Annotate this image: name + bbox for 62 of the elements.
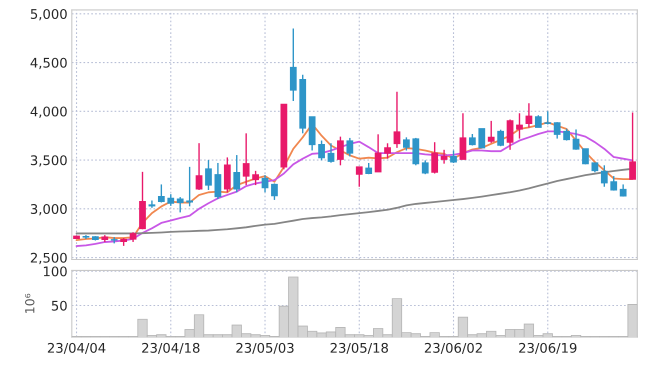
candlestick <box>431 142 438 174</box>
candlestick <box>488 120 495 144</box>
candlestick <box>440 149 448 164</box>
candlestick <box>384 142 391 160</box>
y-tick-label: 3,500 <box>30 155 67 167</box>
candlestick <box>328 142 334 164</box>
candlestick <box>242 132 250 186</box>
candlestick <box>158 184 165 204</box>
candlestick <box>337 136 344 166</box>
x-tick-label: 23/06/02 <box>424 342 482 354</box>
candlestick <box>130 232 136 243</box>
candlestick <box>252 170 259 186</box>
candlestick <box>271 182 278 201</box>
candlestick <box>620 184 627 198</box>
candlestick <box>422 160 429 175</box>
candlestick <box>450 150 457 164</box>
candlestick <box>403 136 410 152</box>
candlestick <box>554 121 561 140</box>
y-tick-label: 5,000 <box>30 9 67 20</box>
candlestick <box>346 137 354 158</box>
candlestick <box>394 91 400 149</box>
y-tick-label: 100 <box>44 266 67 276</box>
candlestick <box>526 102 532 128</box>
candlestick <box>544 110 552 126</box>
candlestick <box>629 112 636 180</box>
candlestick <box>506 118 514 150</box>
candlestick <box>534 114 542 128</box>
y-tick-label: 4,500 <box>30 58 67 70</box>
candlestick <box>563 128 570 142</box>
candlestick <box>262 174 268 194</box>
x-tick-label: 23/05/03 <box>236 342 294 354</box>
candlestick <box>318 140 325 162</box>
y-tick-label: 4,000 <box>30 106 67 118</box>
candlestick <box>290 28 297 102</box>
candlestick <box>468 133 476 146</box>
candlestick <box>600 164 608 188</box>
candlestick <box>214 162 222 200</box>
candlestick <box>186 166 194 208</box>
candlestick <box>176 196 184 214</box>
x-tick-label: 23/06/19 <box>519 342 576 354</box>
y-tick-label: 2,500 <box>30 252 67 264</box>
candlestick <box>478 128 486 148</box>
candlestick <box>167 193 174 207</box>
x-tick-label: 23/04/18 <box>142 342 200 354</box>
candlestick <box>374 134 382 173</box>
candlestick <box>356 166 363 188</box>
y-tick-label: 50 <box>52 300 67 311</box>
x-tick-label: 23/04/04 <box>48 342 106 354</box>
x-tick-label: 23/05/18 <box>330 342 388 354</box>
candlestick <box>224 156 231 194</box>
y-tick-label: 3,000 <box>30 204 67 216</box>
candlestick <box>592 162 598 173</box>
candlestick <box>516 112 523 140</box>
candlestick <box>460 112 466 160</box>
candlestick <box>572 128 580 150</box>
candlestick <box>497 129 504 147</box>
candlestick <box>205 159 212 191</box>
candlestick <box>233 154 240 194</box>
candlestick <box>610 175 618 192</box>
y-axis-title: 10⁶ <box>25 294 34 313</box>
candlestick <box>196 142 202 191</box>
candlestick <box>582 148 589 166</box>
